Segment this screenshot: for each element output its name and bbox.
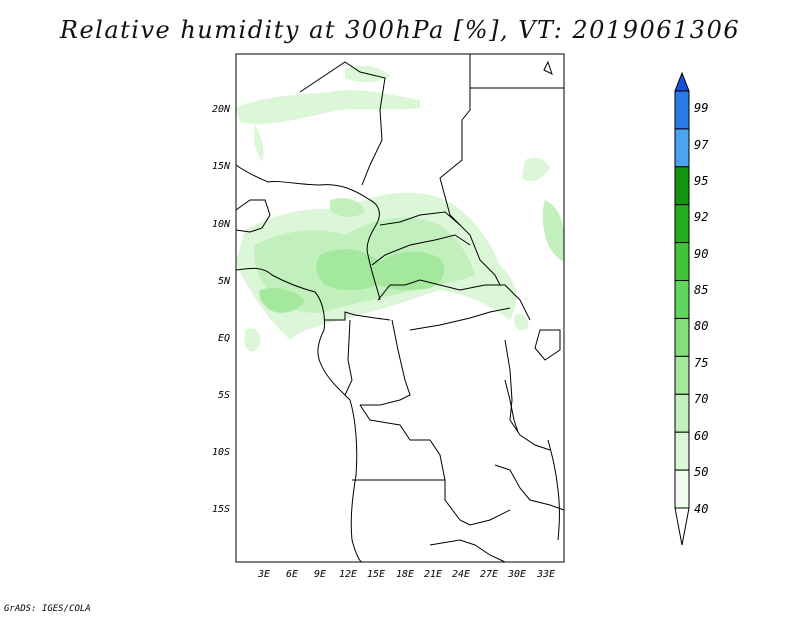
- lon-axis: 3E 6E 9E 12E 15E 18E 21E 24E 27E 30E 33E: [257, 569, 555, 580]
- credit-text: GrADS: IGES/COLA: [4, 604, 91, 614]
- colorbar-box: [674, 431, 690, 471]
- lat-axis: 20N 15N 10N 5N EQ 5S 10S 15S: [212, 104, 231, 515]
- colorbar-box: [674, 280, 690, 319]
- lat-tick-label: 10N: [212, 219, 231, 230]
- border: [494, 464, 565, 511]
- humidity-patch: [480, 287, 512, 307]
- humidity-patch: [236, 90, 420, 124]
- colorbar-label: 95: [694, 174, 708, 188]
- colorbar-label: 92: [694, 210, 708, 224]
- chart-title: Relative humidity at 300hPa [%], VT: 201…: [59, 16, 741, 44]
- map-frame: [235, 53, 565, 563]
- colorbar-label: 75: [694, 356, 708, 370]
- lon-tick-label: 6E: [286, 569, 298, 580]
- lon-tick-label: 33E: [536, 569, 555, 580]
- lon-tick-label: 12E: [339, 569, 357, 580]
- colorbar-box: [674, 393, 690, 433]
- colorbar-box: [674, 204, 690, 244]
- border: [504, 339, 551, 451]
- border: [409, 307, 511, 331]
- border: [377, 279, 531, 321]
- colorbar-top-arrow: [674, 71, 690, 92]
- humidity-patch: [330, 198, 365, 218]
- coastline: [235, 267, 363, 563]
- colorbar-label: 50: [694, 465, 708, 479]
- humidity-patch: [522, 157, 550, 182]
- colorbar: 99 97 95 92 90 85 80 75 70 60 50 40: [674, 71, 709, 546]
- lat-tick-label: 5S: [218, 390, 230, 401]
- border: [371, 234, 471, 266]
- border: [352, 479, 511, 526]
- border: [324, 311, 391, 321]
- lat-tick-label: 15S: [212, 504, 230, 515]
- colorbar-box: [674, 469, 690, 509]
- lat-tick-label: 15N: [212, 161, 231, 172]
- colorbar-box: [674, 128, 690, 168]
- lon-tick-label: 30E: [507, 569, 526, 580]
- humidity-patch: [244, 328, 261, 352]
- colorbar-box: [674, 166, 690, 206]
- border: [299, 61, 386, 186]
- border: [429, 539, 506, 563]
- lon-tick-label: 27E: [480, 569, 498, 580]
- colorbar-label: 60: [694, 429, 708, 443]
- humidity-patch: [316, 249, 445, 291]
- colorbar-box: [674, 242, 690, 282]
- humidity-shading: [236, 65, 564, 352]
- border: [344, 319, 353, 396]
- lat-tick-label: EQ: [218, 333, 230, 344]
- humidity-patch: [542, 200, 564, 262]
- colorbar-label: 40: [694, 502, 708, 516]
- colorbar-box: [674, 355, 690, 395]
- humidity-patch: [259, 288, 305, 313]
- colorbar-boxes: [674, 90, 690, 509]
- colorbar-label: 90: [694, 247, 708, 261]
- lon-tick-label: 3E: [257, 569, 270, 580]
- lon-tick-label: 24E: [452, 569, 470, 580]
- map-panel: [235, 53, 565, 563]
- border: [235, 164, 381, 301]
- lake: [534, 329, 561, 361]
- colorbar-box: [674, 90, 690, 130]
- border: [543, 60, 553, 75]
- border: [359, 404, 446, 481]
- lat-tick-label: 10S: [212, 447, 230, 458]
- lon-tick-label: 21E: [424, 569, 442, 580]
- colorbar-label: 70: [694, 392, 708, 406]
- border: [235, 199, 271, 233]
- colorbar-bottom-arrow: [674, 507, 690, 546]
- lat-tick-label: 5N: [218, 276, 231, 287]
- colorbar-label: 80: [694, 319, 708, 333]
- border: [360, 319, 411, 406]
- lon-tick-label: 15E: [367, 569, 385, 580]
- lake: [547, 439, 560, 541]
- colorbar-box: [674, 318, 690, 357]
- humidity-patch: [253, 125, 264, 162]
- lon-tick-label: 9E: [314, 569, 326, 580]
- lon-tick-label: 18E: [396, 569, 414, 580]
- colorbar-label: 99: [694, 101, 708, 115]
- humidity-patch: [514, 314, 529, 331]
- colorbar-labels: 99 97 95 92 90 85 80 75 70 60 50 40: [694, 101, 709, 516]
- lat-tick-label: 20N: [212, 104, 231, 115]
- border: [439, 54, 501, 286]
- colorbar-label: 97: [694, 138, 709, 152]
- colorbar-label: 85: [694, 283, 708, 297]
- boundaries: [235, 54, 565, 563]
- lake: [504, 379, 519, 433]
- border: [379, 211, 461, 226]
